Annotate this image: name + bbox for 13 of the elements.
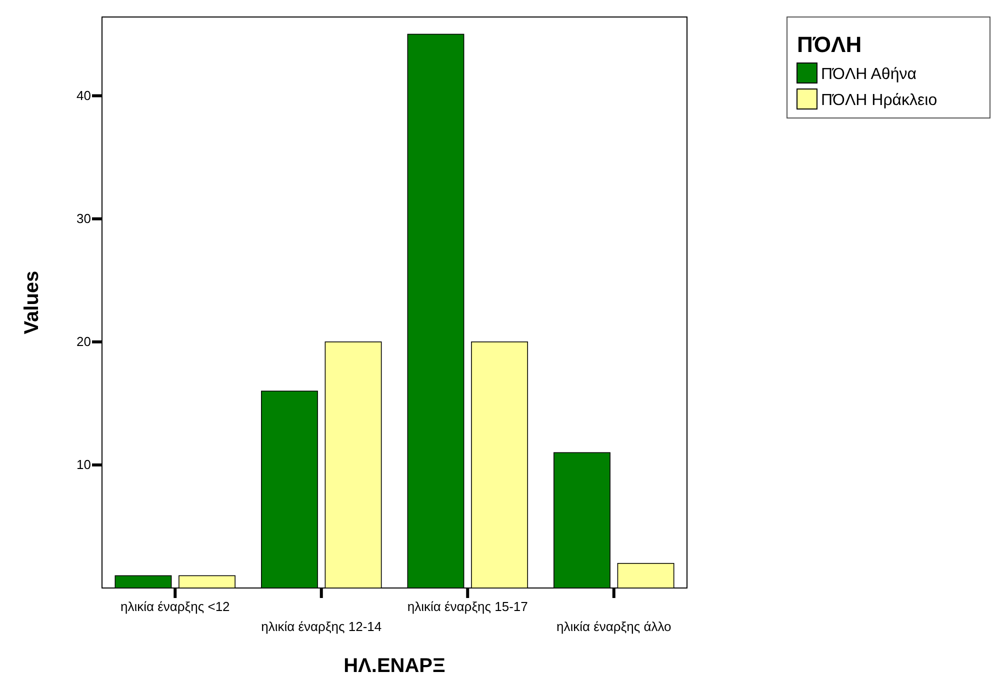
y-tick-label: 30 <box>76 210 91 226</box>
y-tick-label: 10 <box>76 457 91 472</box>
legend-label: ΠΌΛΗ Αθήνα <box>821 66 916 83</box>
x-tick-label: ηλικία έναρξης 15-17 <box>407 599 528 614</box>
x-tick-label: ηλικία έναρξης άλλο <box>556 619 672 634</box>
legend-label: ΠΌΛΗ Ηράκλειο <box>821 92 938 109</box>
y-tick-label: 20 <box>76 334 91 350</box>
y-tick-label: 40 <box>76 88 91 103</box>
y-axis-title: Values <box>21 270 43 334</box>
legend-title: ΠΌΛΗ <box>797 32 862 57</box>
x-axis-title: ΗΛ.ΕΝΑΡΞ <box>344 655 446 677</box>
x-tick-label: ηλικία έναρξης <12 <box>120 599 230 614</box>
x-tick-label: ηλικία έναρξης 12-14 <box>261 619 382 634</box>
